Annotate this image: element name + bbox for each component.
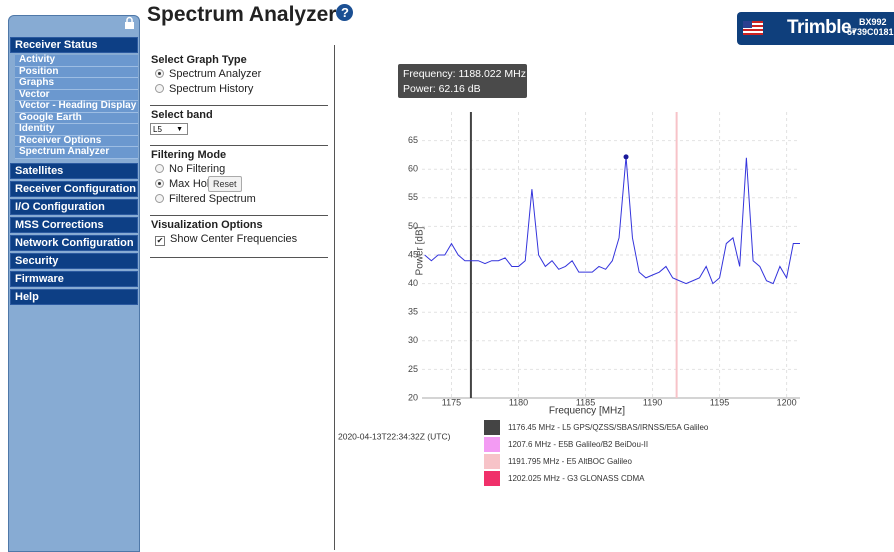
reset-button[interactable]: Reset [208,176,242,192]
menu-item[interactable]: Identity [15,123,138,136]
legend-label: 1207.6 MHz - E5B Galileo/B2 BeiDou-II [508,440,648,449]
y-axis-label: Power [dB] [415,226,426,275]
serial: 5739C0181 [847,27,894,37]
tooltip-power: Power: 62.16 dB [403,83,481,95]
y-tick-label: 20 [408,392,418,402]
label: Max Hold [169,178,216,190]
radio[interactable] [155,69,164,78]
legend-label: 1202.025 MHz - G3 GLONASS CDMA [508,474,645,483]
page-title: Spectrum Analyzer? [147,3,354,27]
sidebar: Receiver Status Activity Position Graphs Vec… [8,15,140,552]
y-tick-label: 45 [408,249,418,259]
label: Select band [151,109,213,121]
graph-type-title: Select Graph Type [151,54,247,66]
label: Filtering Mode [151,149,227,161]
legend-swatch [484,420,500,435]
legend-label: 1176.45 MHz - L5 GPS/QZSS/SBAS/IRNSS/E5A… [508,423,709,432]
title-text: Spectrum Analyzer [147,3,337,26]
radio-option[interactable]: Spectrum Analyzer [151,68,261,80]
timestamp: 2020-04-13T22:34:32Z (UTC) [338,431,451,441]
x-axis-label: Frequency [MHz] [549,406,625,417]
radio[interactable] [155,194,164,203]
radio[interactable] [155,179,164,188]
label: Reset [213,179,237,189]
y-tick-label: 30 [408,335,418,345]
menu-item[interactable]: Spectrum Analyzer [15,146,138,159]
filtering-title: Filtering Mode [151,149,226,161]
lock-icon [125,16,134,29]
divider [150,145,328,146]
menu-section[interactable]: Satellites [10,162,138,179]
checkbox[interactable]: ✔ [155,236,165,246]
x-tick-label: 1175 [442,397,461,407]
menu-item[interactable]: Google Earth [15,112,138,124]
flag [743,21,763,35]
menu: Receiver Status Activity Position Graphs Vec… [9,37,139,305]
band-title: Select band [151,109,213,121]
menu-item[interactable]: Graphs [15,77,138,90]
visualization-title: Visualization Options [151,219,263,231]
y-tick-label: 35 [408,307,418,317]
menu-section[interactable]: Help [10,288,138,305]
divider [150,257,328,258]
y-tick-label: 65 [408,135,418,145]
tooltip-frequency: Frequency: 1188.022 MHz [403,68,526,80]
divider [150,105,328,106]
radio-option[interactable]: No Filtering [151,163,225,175]
divider [150,215,328,216]
legend-swatch [484,454,500,469]
menu-section[interactable]: Security [10,252,138,269]
radio-option[interactable]: Max Hold [151,178,215,190]
vertical-divider [334,45,335,550]
x-tick-label: 1200 [777,397,797,407]
y-tick-label: 60 [408,164,418,174]
menu-section[interactable]: Network Configuration [10,234,138,251]
select-value: L5 [153,125,162,134]
radio[interactable] [155,84,164,93]
plot [424,112,800,398]
menu-item[interactable]: Vector [15,89,138,101]
legend-label: 1191.795 MHz - E5 AltBOC Galileo [508,457,632,466]
menu-item[interactable]: Receiver Options [15,135,138,147]
menu-item[interactable]: Activity [15,54,138,67]
legend-swatch [484,471,500,486]
highlight-point [623,154,629,160]
label: Spectrum Analyzer [169,68,262,80]
x-tick-label: 1190 [643,397,662,407]
radio-option[interactable]: Filtered Spectrum [151,193,256,205]
y-tick-label: 40 [408,278,418,288]
menu-section[interactable]: Receiver Status [10,37,138,53]
tooltip [398,64,527,98]
label: Spectrum History [169,83,254,95]
y-tick-label: 50 [408,221,418,231]
label: No Filtering [169,163,226,175]
band-select[interactable]: L5 ▼ [150,123,188,135]
x-tick-label: 1185 [576,397,595,407]
help-icon[interactable]: ? [336,4,354,21]
label: Select Graph Type [151,54,247,66]
y-tick-label: 25 [408,364,418,374]
radio[interactable] [155,164,164,173]
menu-section[interactable]: Receiver Configuration [10,180,138,197]
chart: Power [dB] Frequency [MHz] 2020-04-13T22… [338,64,800,486]
label: Filtered Spectrum [169,193,256,205]
brand: Trimble. [787,17,856,38]
menu-section[interactable]: I/O Configuration [10,198,138,215]
menu-section[interactable]: MSS Corrections [10,216,138,233]
spectrum-line [424,156,800,285]
legend-swatch [484,437,500,452]
radio-option[interactable]: Spectrum History [151,83,253,95]
y-tick-label: 55 [408,192,418,202]
model: BX992 [859,17,887,27]
checkbox-option[interactable]: ✔ Show Center Frequencies [151,233,297,246]
menu-section[interactable]: Firmware [10,270,138,287]
menu-item[interactable]: Position [15,66,138,78]
x-tick-label: 1195 [710,397,729,407]
label: Visualization Options [151,219,263,231]
label: Show Center Frequencies [170,233,298,245]
menu-item[interactable]: Vector - Heading Display [15,100,138,113]
logo: Trimble. BX992 5739C0181 [737,12,894,45]
x-tick-label: 1180 [509,397,528,407]
